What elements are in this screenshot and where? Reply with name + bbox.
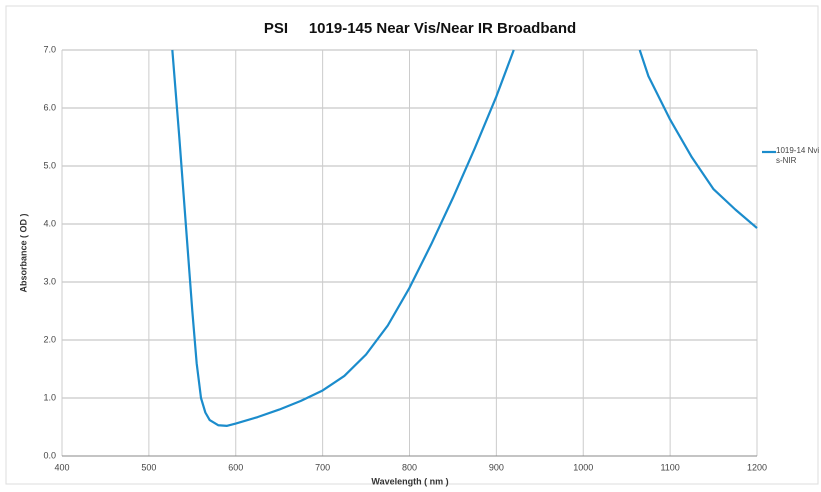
- y-tick-label: 6.0: [43, 102, 56, 112]
- x-tick-label: 700: [315, 462, 330, 472]
- y-axis-label: Absorbance ( OD ): [18, 213, 28, 292]
- x-tick-label: 400: [54, 462, 69, 472]
- y-tick-label: 3.0: [43, 276, 56, 286]
- y-tick-label: 7.0: [43, 44, 56, 54]
- x-tick-label: 600: [228, 462, 243, 472]
- chart-title: PSI 1019-145 Near Vis/Near IR Broadband: [264, 20, 576, 37]
- x-tick-label: 1200: [747, 462, 767, 472]
- y-tick-label: 0.0: [43, 450, 56, 460]
- chart-border: [5, 5, 819, 485]
- legend-label: 1019-14 Nvis-NIR: [776, 146, 820, 165]
- data-line: [171, 49, 758, 427]
- y-tick-label: 2.0: [43, 334, 56, 344]
- x-tick-label: 800: [402, 462, 417, 472]
- x-tick-label: 900: [489, 462, 504, 472]
- y-tick-label: 4.0: [43, 218, 56, 228]
- x-tick-label: 500: [141, 462, 156, 472]
- y-tick-label: 5.0: [43, 160, 56, 170]
- x-tick-label: 1000: [573, 462, 593, 472]
- x-axis-label: Wavelength ( nm ): [371, 476, 448, 486]
- x-tick-label: 1100: [660, 462, 679, 472]
- y-tick-label: 1.0: [43, 392, 56, 402]
